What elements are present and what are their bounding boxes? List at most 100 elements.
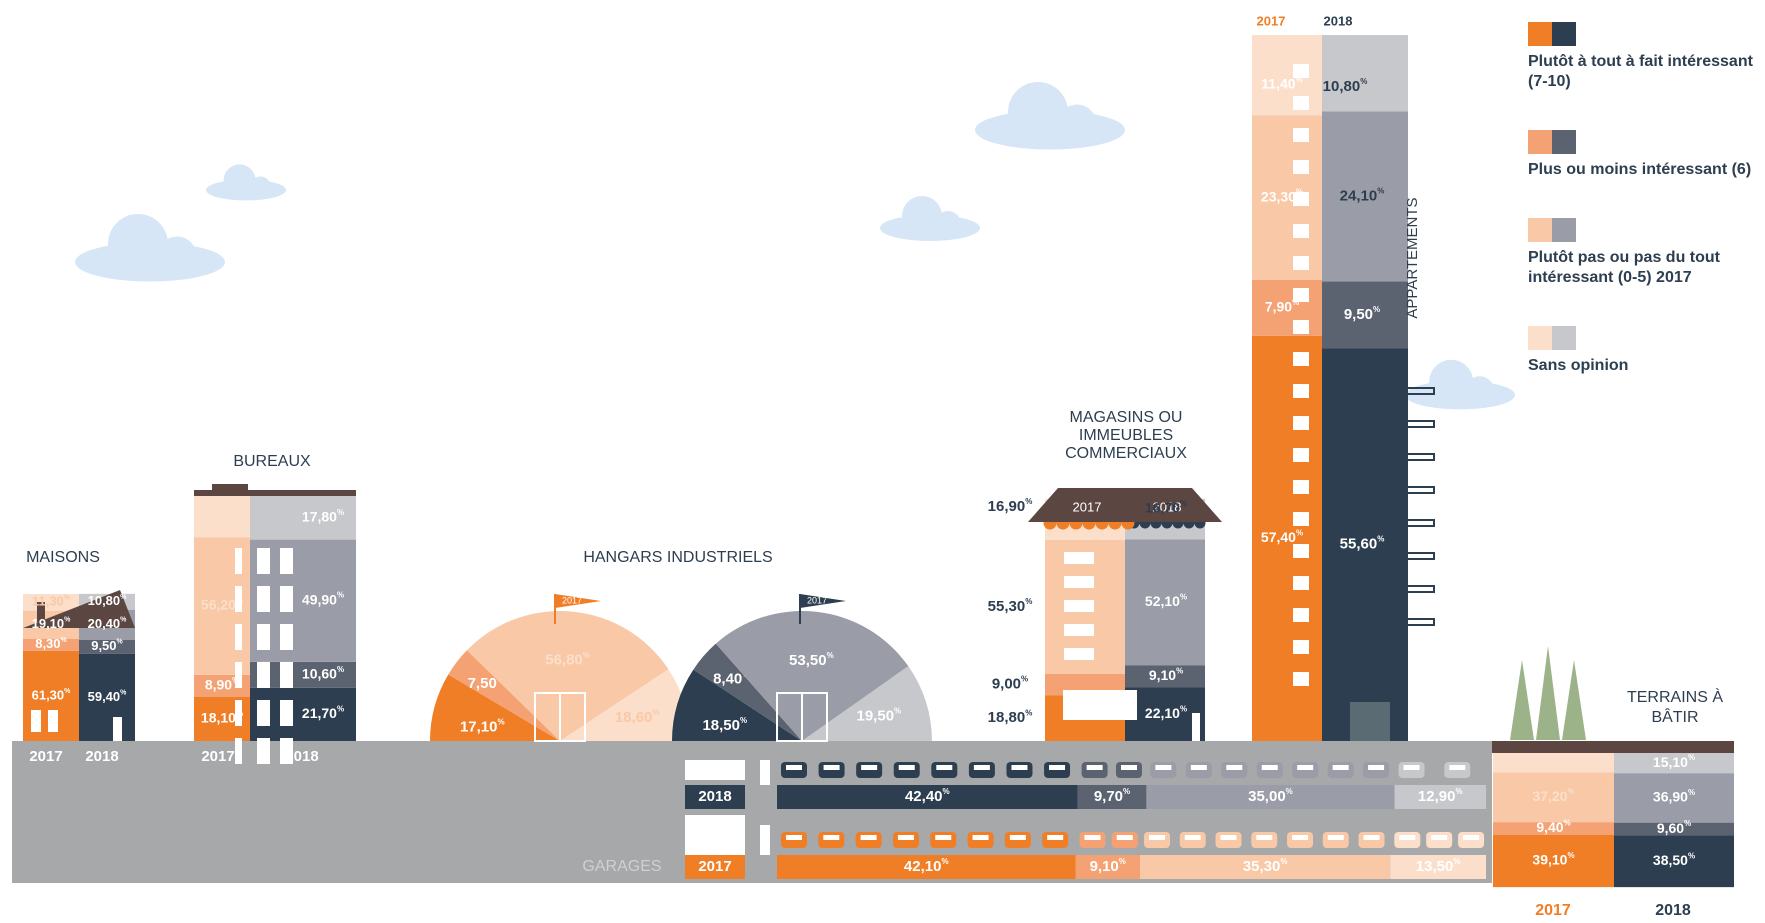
appartements-2018-label: 10,80% xyxy=(1323,77,1368,95)
garages-2018-segment xyxy=(1394,785,1486,809)
appartements-balcony xyxy=(1391,519,1435,527)
garages-2018-car-window xyxy=(861,765,878,770)
terrains-year-2017: 2017 xyxy=(1535,902,1571,919)
cloud-puff xyxy=(1429,359,1474,404)
bureaux-year-2018: 2018 xyxy=(285,748,318,765)
hangar-2018-slice xyxy=(693,643,802,741)
garages-2017-car-window xyxy=(1292,835,1309,840)
cloud-puff xyxy=(157,236,197,276)
appartements-window xyxy=(1293,608,1309,622)
terrains-tree xyxy=(1510,660,1534,740)
appartements-window xyxy=(1293,224,1309,238)
appartements-2018-bar-segment xyxy=(1322,35,1408,112)
hangar-2018-slice xyxy=(715,611,909,741)
maisons-2017-label: 8,30% xyxy=(35,636,67,651)
magasins-door xyxy=(1192,713,1200,741)
legend-swatch-2017 xyxy=(1528,130,1552,154)
terrains-2018-label: 9,60% xyxy=(1657,819,1691,836)
bureaux-window xyxy=(280,624,293,650)
appartements-balcony xyxy=(1391,585,1435,593)
cloud xyxy=(206,164,286,201)
bureaux-roof-top xyxy=(212,484,248,490)
hangar-2017-label: 56,80% xyxy=(545,651,590,669)
garages-2017-car-window xyxy=(1184,835,1201,840)
maisons-title: MAISONS xyxy=(26,549,100,566)
hangar-2017-slice xyxy=(448,650,560,741)
hangar-2017-flag xyxy=(555,594,601,608)
cloud-puff xyxy=(935,211,961,237)
bureaux-window xyxy=(235,548,242,574)
garages-2017-car-window xyxy=(935,835,952,840)
garages-2017-car-window xyxy=(1149,835,1166,840)
garages-2017-segment xyxy=(777,855,1076,879)
magasins-2018-label: 9,10% xyxy=(1149,667,1183,684)
maisons-2018-label: 9,50% xyxy=(91,638,123,653)
magasins-shop-window xyxy=(1063,690,1137,720)
terrains-tree xyxy=(1562,660,1586,740)
garages-2018-car-window xyxy=(1449,765,1466,770)
cloud xyxy=(880,196,980,241)
garages-2017-car-window xyxy=(1399,835,1416,840)
maisons-2018-bar-segment xyxy=(79,653,135,741)
garages-2018-car-window xyxy=(786,765,802,770)
appartements-window xyxy=(1293,160,1309,174)
bureaux-2017-label: 16,80% xyxy=(201,507,243,524)
garages-2017-car-window xyxy=(897,835,914,840)
garages-2018-car-window xyxy=(898,765,915,770)
bureaux-title: BUREAUX xyxy=(233,453,311,470)
bureaux-2018-label: 10,60% xyxy=(302,665,344,682)
garages-year-2017: 2017 xyxy=(698,858,731,875)
appartements-window xyxy=(1293,576,1309,590)
appartements-balcony xyxy=(1391,420,1435,428)
appartements-2017-label: 7,90% xyxy=(1265,298,1299,315)
magasins-title-line3: COMMERCIAUX xyxy=(1065,445,1187,462)
appartements-window xyxy=(1293,192,1309,206)
garages-2018-car-window xyxy=(823,765,840,770)
magasins-2018-bar-segment xyxy=(1125,665,1205,688)
magasins-2018-label: 16,70% xyxy=(1145,499,1187,516)
appartements-window xyxy=(1293,544,1309,558)
bureaux-window xyxy=(280,548,293,574)
cloud-puff xyxy=(902,196,942,236)
cloud xyxy=(975,82,1125,150)
appartements-2018-bar-segment xyxy=(1322,281,1408,349)
garages-2018-car-window xyxy=(1086,765,1103,770)
appartements-2017-bar-segment xyxy=(1252,35,1322,116)
magasins-2018-bar-segment xyxy=(1125,687,1205,741)
terrains-2017-label: 37,20% xyxy=(1532,787,1574,804)
garages-2018-car-window xyxy=(1049,765,1066,770)
maisons-roof xyxy=(23,590,135,628)
garages-2018-car-window xyxy=(1261,765,1278,770)
terrains-2017-segment xyxy=(1493,772,1614,823)
appartements-2017-bar-segment xyxy=(1252,279,1322,336)
maisons-chimney xyxy=(37,602,45,622)
terrains-2018-label: 15,10% xyxy=(1653,753,1695,770)
appartements-window xyxy=(1293,64,1309,78)
terrains-2018-segment xyxy=(1614,822,1734,836)
bureaux-window xyxy=(280,586,293,612)
hangar-2017-slice xyxy=(466,611,669,741)
magasins-2017-label: 18,80% xyxy=(988,708,1033,726)
bureaux-window xyxy=(257,700,270,726)
terrains-title-line1: TERRAINS À xyxy=(1627,687,1723,706)
magasins-window xyxy=(1064,552,1094,564)
magasins-window xyxy=(1064,576,1094,588)
appartements-balcony xyxy=(1391,552,1435,560)
bureaux-window xyxy=(235,624,242,650)
appartements-2017-bar-segment xyxy=(1252,115,1322,280)
appartements-window xyxy=(1293,352,1309,366)
appartements-window xyxy=(1293,320,1309,334)
hangar-2018-label: 19,50% xyxy=(857,707,902,725)
legend-item-neutral: Plus ou moins intéressant (6) xyxy=(1528,130,1760,180)
garages-2018-car-window xyxy=(1403,765,1420,770)
bureaux-window xyxy=(257,586,270,612)
appartements-2017-bar-segment xyxy=(1252,335,1322,741)
cloud-puff xyxy=(1008,82,1068,142)
hangar-2018-flag-label: 2017 xyxy=(807,595,827,605)
bureaux-year-2017: 2017 xyxy=(201,748,234,765)
garages-2017-label: 13,50% xyxy=(1416,857,1461,875)
legend-swatch-2018 xyxy=(1552,326,1576,350)
cloud xyxy=(1405,359,1515,410)
appartements-window xyxy=(1293,416,1309,430)
magasins-2018-label: 52,10% xyxy=(1145,593,1187,610)
